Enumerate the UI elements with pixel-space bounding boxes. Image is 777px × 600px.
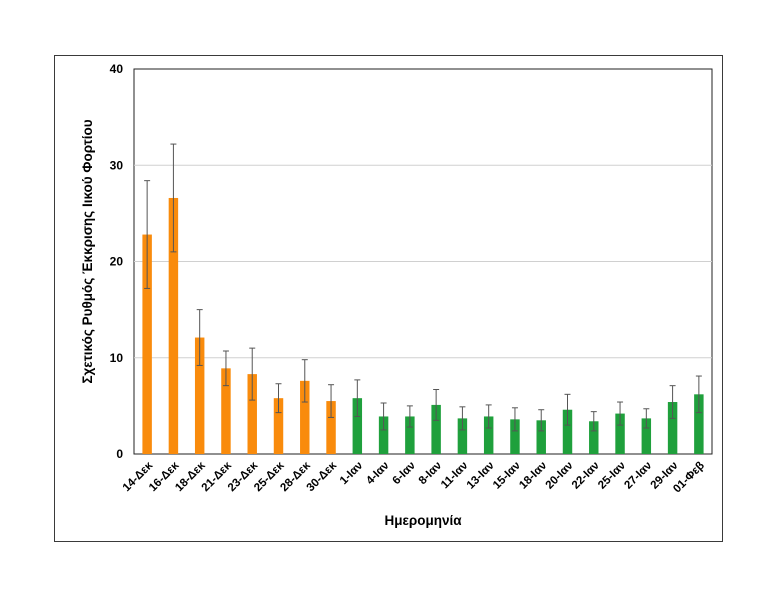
bar: [194, 337, 205, 454]
bar: [221, 368, 231, 454]
y-tick-label: 40: [110, 62, 124, 76]
y-tick-label: 10: [110, 351, 124, 365]
x-tick-label: 15-Ιαν: [491, 460, 523, 492]
bar: [562, 409, 573, 454]
bar: [405, 416, 415, 454]
x-tick-label: 27-Ιαν: [622, 460, 654, 492]
x-axis-title: Ημερομηνία: [384, 513, 462, 528]
x-tick-label: 4-Ιαν: [364, 460, 391, 487]
bar: [247, 374, 257, 454]
x-tick-label: 20-Ιαν: [544, 460, 576, 492]
bar: [510, 419, 520, 454]
bar: [483, 416, 494, 454]
bar: [589, 421, 599, 454]
bar: [378, 416, 389, 454]
x-tick-label: 6-Ιαν: [390, 460, 417, 487]
bar: [142, 234, 152, 454]
bar: [431, 404, 441, 454]
bar: [168, 197, 179, 454]
x-tick-label: 25-Ιαν: [596, 460, 628, 492]
bar: [300, 380, 310, 454]
x-tick-label: 18-Ιαν: [517, 460, 549, 492]
x-tick-label: 30-Δεκ: [305, 459, 340, 494]
bar: [641, 418, 652, 454]
y-axis-title: Σχετικός Ρυθμός Έκκρισης Ιικού Φορτίου: [80, 119, 95, 383]
x-tick-label: 1-Ιαν: [338, 460, 365, 487]
bar: [536, 420, 546, 454]
bar: [694, 394, 704, 454]
bar: [615, 413, 625, 454]
y-tick-label: 30: [110, 158, 124, 172]
x-tick-label: 13-Ιαν: [465, 460, 497, 492]
bar: [457, 418, 468, 454]
bar: [667, 402, 678, 454]
y-tick-label: 20: [110, 255, 124, 269]
bar: [326, 401, 336, 454]
bar: [273, 398, 284, 454]
chart-frame: [54, 55, 723, 542]
y-tick-label: 0: [116, 447, 123, 461]
x-tick-label: 11-Ιαν: [439, 460, 471, 492]
bar: [352, 398, 363, 454]
x-tick-label: 22-Ιαν: [570, 460, 602, 492]
